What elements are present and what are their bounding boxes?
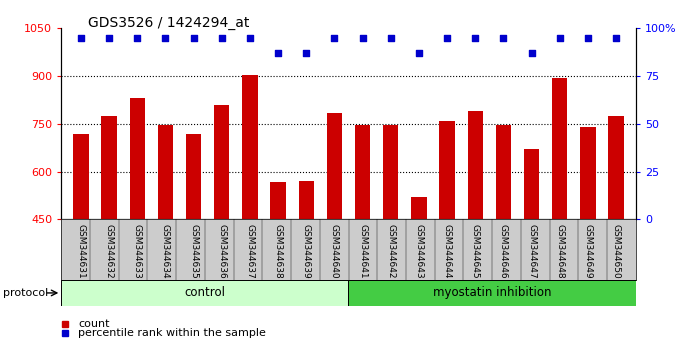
Bar: [242, 75, 258, 354]
Text: GSM344643: GSM344643: [414, 224, 424, 279]
Point: [160, 35, 171, 41]
Text: protocol: protocol: [3, 288, 49, 298]
Text: GSM344631: GSM344631: [76, 224, 86, 279]
Bar: [186, 134, 201, 354]
Text: GSM344637: GSM344637: [245, 224, 254, 279]
Bar: [580, 127, 596, 354]
Text: myostatin inhibition: myostatin inhibition: [433, 286, 551, 299]
Bar: [299, 181, 314, 354]
Text: count: count: [78, 319, 109, 329]
Text: GSM344642: GSM344642: [386, 224, 395, 279]
Bar: [355, 125, 371, 354]
Point: [526, 50, 537, 56]
Point: [470, 35, 481, 41]
Text: GSM344635: GSM344635: [189, 224, 198, 279]
Bar: [496, 125, 511, 354]
Text: percentile rank within the sample: percentile rank within the sample: [78, 328, 266, 338]
Bar: [129, 98, 145, 354]
Point: [441, 35, 452, 41]
Point: [329, 35, 340, 41]
Bar: [326, 113, 342, 354]
Point: [273, 50, 284, 56]
Bar: [214, 105, 229, 354]
Point: [301, 50, 311, 56]
Point: [413, 50, 424, 56]
Text: GSM344645: GSM344645: [471, 224, 480, 279]
Text: GSM344633: GSM344633: [133, 224, 141, 279]
Point: [554, 35, 565, 41]
Bar: [439, 121, 455, 354]
Text: GSM344639: GSM344639: [302, 224, 311, 279]
Point: [357, 35, 368, 41]
Text: GSM344649: GSM344649: [583, 224, 592, 279]
Point: [132, 35, 143, 41]
Bar: [348, 280, 636, 306]
Point: [583, 35, 594, 41]
Text: control: control: [184, 286, 225, 299]
Bar: [609, 116, 624, 354]
Bar: [61, 280, 348, 306]
Text: GSM344632: GSM344632: [105, 224, 114, 279]
Point: [386, 35, 396, 41]
Text: GSM344650: GSM344650: [611, 224, 621, 279]
Bar: [158, 125, 173, 354]
Text: GSM344646: GSM344646: [499, 224, 508, 279]
Bar: [468, 111, 483, 354]
Bar: [271, 182, 286, 354]
Point: [216, 35, 227, 41]
Text: GSM344638: GSM344638: [273, 224, 283, 279]
Bar: [411, 197, 426, 354]
Text: GSM344647: GSM344647: [527, 224, 536, 279]
Point: [611, 35, 622, 41]
Bar: [383, 125, 398, 354]
Point: [188, 35, 199, 41]
Text: GSM344634: GSM344634: [161, 224, 170, 279]
Text: GSM344641: GSM344641: [358, 224, 367, 279]
Bar: [73, 134, 88, 354]
Text: GSM344640: GSM344640: [330, 224, 339, 279]
Point: [245, 35, 256, 41]
Bar: [552, 78, 568, 354]
Point: [103, 35, 114, 41]
Text: GSM344648: GSM344648: [556, 224, 564, 279]
Bar: [101, 116, 117, 354]
Point: [498, 35, 509, 41]
Text: GDS3526 / 1424294_at: GDS3526 / 1424294_at: [88, 16, 250, 30]
Bar: [524, 149, 539, 354]
Point: [75, 35, 86, 41]
Text: GSM344644: GSM344644: [443, 224, 452, 279]
Text: GSM344636: GSM344636: [217, 224, 226, 279]
